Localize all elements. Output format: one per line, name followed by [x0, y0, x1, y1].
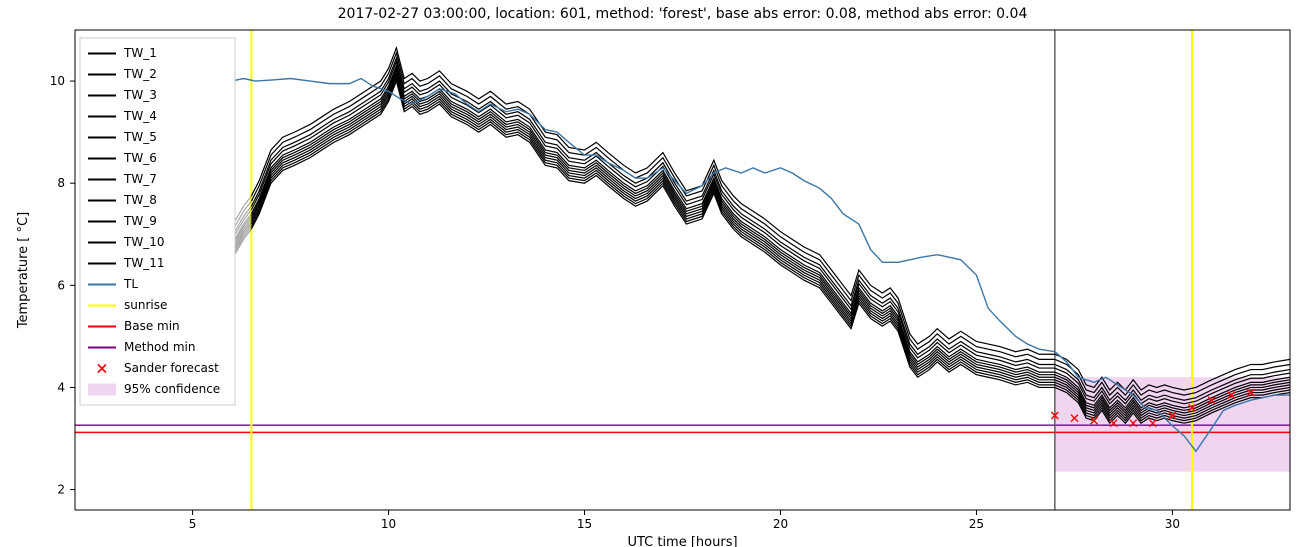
legend-swatch — [88, 384, 116, 396]
chart-title: 2017-02-27 03:00:00, location: 601, meth… — [338, 6, 1028, 22]
legend-label: TW_9 — [123, 214, 157, 228]
xtick-label: 25 — [969, 517, 984, 531]
temperature-forecast-chart: 5 10 15 20 25 30 2 4 6 8 10 UTC time [hours] Tempera… — [0, 0, 1310, 547]
y-axis-label: Temperature [ °C] — [16, 212, 31, 329]
legend-label: 95% confidence — [124, 382, 220, 396]
legend-label: Method min — [124, 340, 195, 354]
legend-label: Sander forecast — [124, 361, 219, 375]
xtick-label: 15 — [577, 517, 592, 531]
legend-label: TW_1 — [123, 46, 157, 60]
xtick-label: 5 — [189, 517, 197, 531]
legend-label: TW_4 — [123, 109, 157, 123]
legend-label: TW_6 — [123, 151, 157, 165]
legend-label: TW_8 — [123, 193, 157, 207]
xtick-label: 30 — [1165, 517, 1180, 531]
legend-label: TW_5 — [123, 130, 157, 144]
legend-label: TL — [123, 277, 138, 291]
legend-label: TW_3 — [123, 88, 157, 102]
x-axis-label: UTC time [hours] — [627, 535, 737, 547]
xtick-label: 10 — [381, 517, 396, 531]
ytick-label: 10 — [50, 74, 65, 88]
ytick-label: 6 — [57, 278, 65, 292]
legend-label: sunrise — [124, 298, 167, 312]
legend-label: TW_10 — [123, 235, 164, 249]
legend-label: TW_11 — [123, 256, 164, 270]
legend-label: Base min — [124, 319, 180, 333]
ytick-label: 4 — [57, 380, 65, 394]
legend-label: TW_7 — [123, 172, 157, 186]
ytick-label: 8 — [57, 176, 65, 190]
chart-svg: 5 10 15 20 25 30 2 4 6 8 10 UTC time [hours] Tempera… — [0, 0, 1310, 547]
xtick-label: 20 — [773, 517, 788, 531]
ytick-label: 2 — [57, 483, 65, 497]
legend-label: TW_2 — [123, 67, 157, 81]
